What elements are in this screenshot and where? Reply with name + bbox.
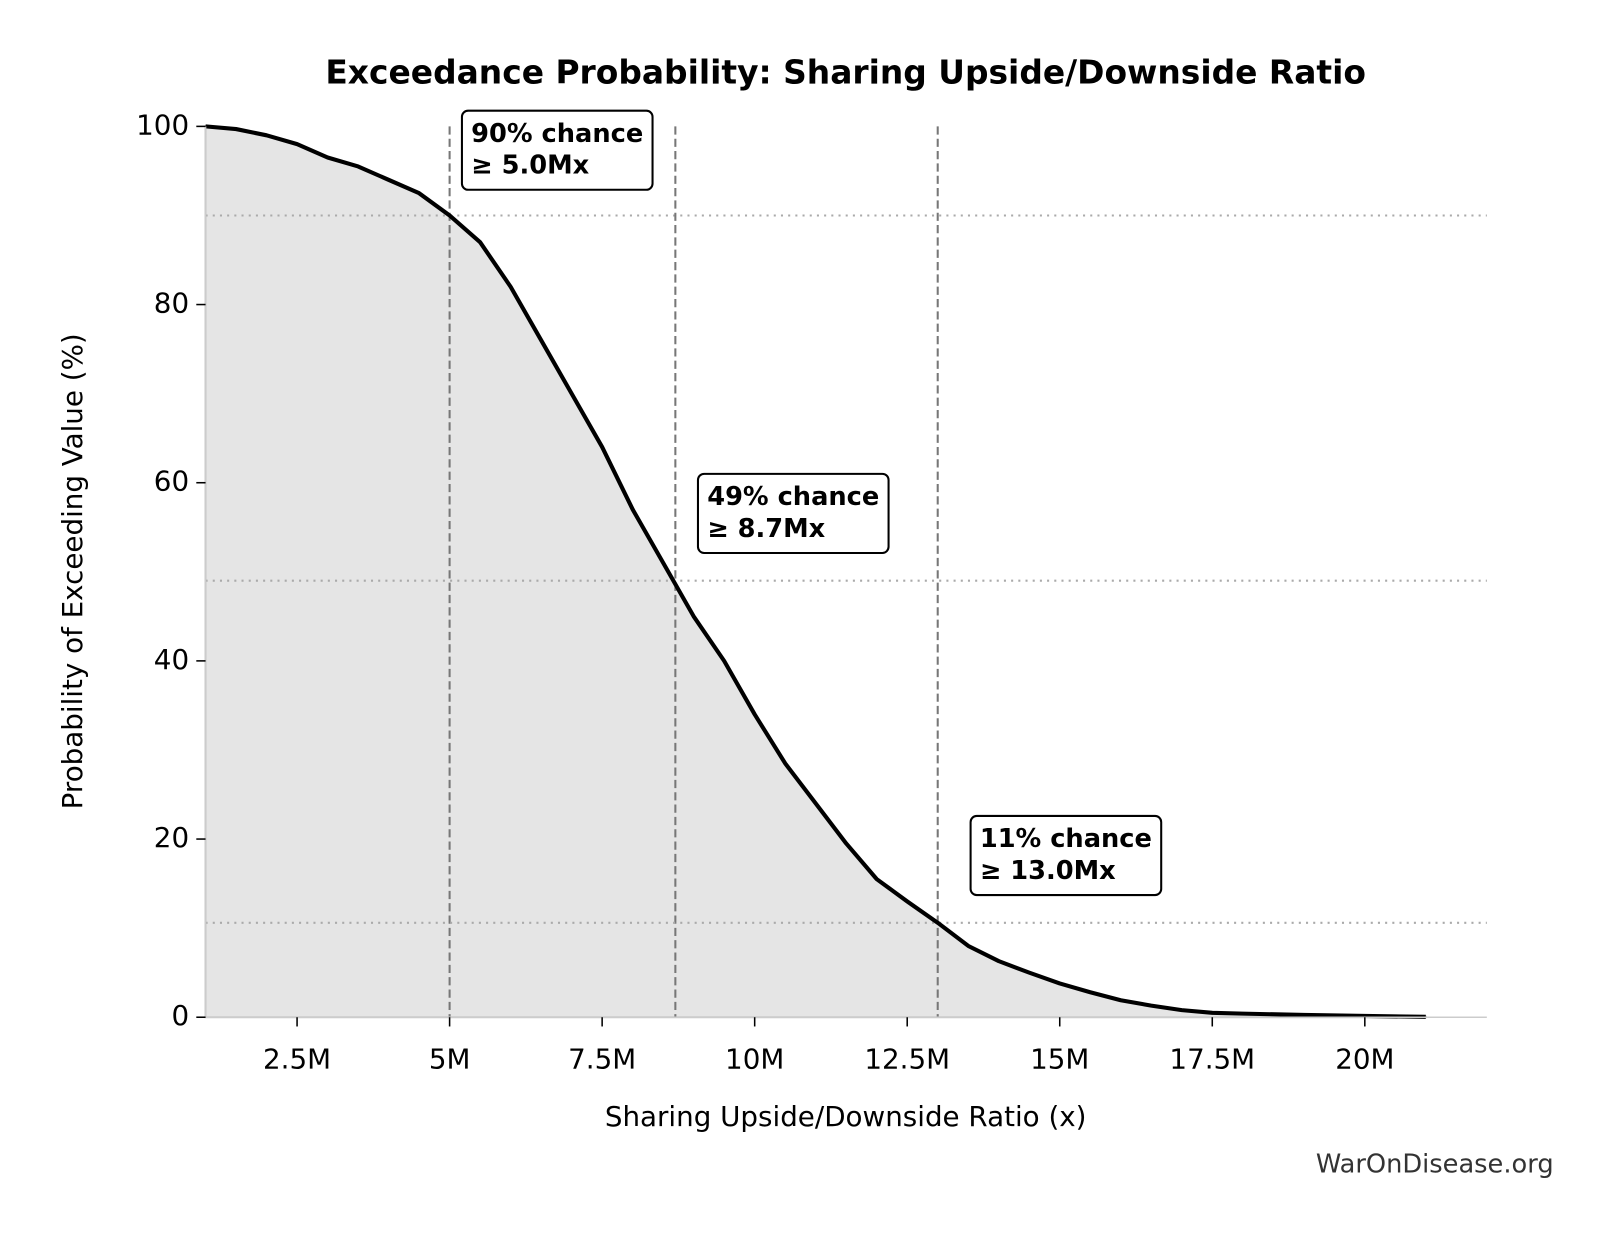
watermark: WarOnDisease.org bbox=[1316, 1150, 1554, 1180]
y-tick-label: 80 bbox=[154, 287, 189, 320]
chart-title: Exceedance Probability: Sharing Upside/D… bbox=[325, 52, 1366, 91]
annotation-text: ≥ 5.0Mx bbox=[471, 151, 589, 181]
annotation: 90% chance≥ 5.0Mx bbox=[460, 109, 654, 191]
annotation-box bbox=[460, 109, 654, 191]
annotation-text: 11% chance bbox=[980, 824, 1152, 854]
x-tick-label: 5M bbox=[429, 1042, 471, 1075]
x-tick-label: 2.5M bbox=[263, 1042, 331, 1075]
annotation-text: ≥ 8.7Mx bbox=[707, 514, 825, 544]
annotation: 11% chance≥ 13.0Mx bbox=[969, 814, 1163, 897]
x-tick-label: 17.5M bbox=[1169, 1042, 1255, 1075]
y-tick-label: 100 bbox=[136, 108, 189, 141]
y-tick-label: 0 bbox=[171, 999, 189, 1032]
annotation-text: ≥ 13.0Mx bbox=[980, 856, 1116, 886]
annotation-box bbox=[696, 472, 890, 554]
line bbox=[205, 124, 1426, 1019]
x-tick-label: 20M bbox=[1335, 1042, 1394, 1075]
y-axis-label: Probability of Exceeding Value (%) bbox=[56, 333, 89, 809]
y-tick-label: 20 bbox=[154, 821, 189, 854]
area bbox=[204, 125, 1427, 1019]
x-tick-label: 7.5M bbox=[568, 1042, 636, 1075]
y-tick-label: 60 bbox=[154, 465, 189, 498]
annotation-box bbox=[969, 814, 1163, 897]
x-axis-label: Sharing Upside/Downside Ratio (x) bbox=[605, 1100, 1087, 1133]
x-tick-label: 10M bbox=[725, 1042, 784, 1075]
x-tick-label: 15M bbox=[1030, 1042, 1089, 1075]
annotation-text: 49% chance bbox=[707, 482, 879, 512]
annotation: 49% chance≥ 8.7Mx bbox=[696, 472, 890, 554]
annotation-text: 90% chance bbox=[471, 119, 643, 149]
x-tick-label: 12.5M bbox=[864, 1042, 950, 1075]
y-tick-label: 40 bbox=[154, 643, 189, 676]
